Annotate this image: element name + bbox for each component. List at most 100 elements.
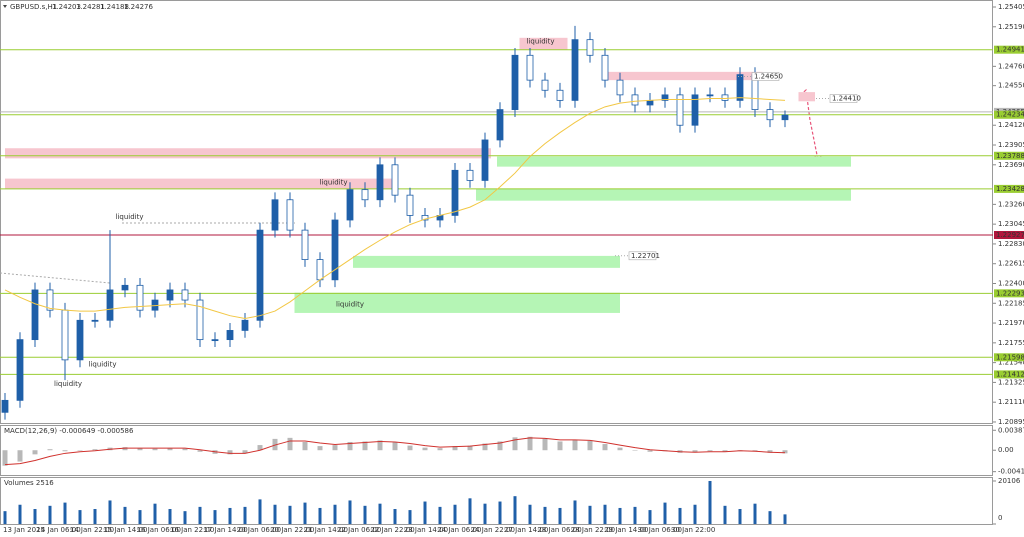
level-label-bg <box>994 184 1024 193</box>
volume-bar <box>468 498 472 524</box>
candle-body <box>16 339 24 401</box>
candle-body <box>391 164 399 196</box>
level-label-bg <box>994 151 1024 160</box>
y-tick-label: -0.004159 <box>998 468 1024 476</box>
candle-body <box>316 259 324 281</box>
macd-bar <box>47 449 53 451</box>
volume-bar <box>573 500 577 524</box>
quote-high: 1.24281 <box>76 3 105 11</box>
y-tick-label: 1.23045 <box>998 220 1024 228</box>
volume-bar <box>483 503 487 524</box>
volume-bar <box>228 507 232 524</box>
candle-body <box>616 79 624 96</box>
candle-body <box>346 189 354 221</box>
level-label: 1.23788 <box>996 152 1024 160</box>
macd-bar <box>647 450 653 452</box>
candle-body <box>31 289 39 341</box>
candle-body <box>196 299 204 341</box>
annotation: liquidity <box>89 360 117 368</box>
y-tick-label: 1.23690 <box>998 161 1024 169</box>
y-tick-label: 1.21325 <box>998 378 1024 386</box>
volume-bar <box>273 504 277 524</box>
volume-bar <box>138 510 142 524</box>
zone <box>5 148 491 159</box>
volume-bar <box>318 507 322 524</box>
x-tick-label: 24 Jan 06:00 <box>437 526 481 534</box>
volume-bar <box>378 503 382 524</box>
macd-bar <box>722 450 728 452</box>
macd-bar <box>137 448 143 451</box>
x-tick-label: 15 Jan 14:00 <box>103 526 147 534</box>
macd-bar <box>377 440 383 451</box>
macd-bar <box>227 450 233 455</box>
macd-bar <box>182 448 188 451</box>
x-tick-label: 30 Jan 22:00 <box>671 526 715 534</box>
price-label: 1.24650 <box>754 72 783 80</box>
quote-close: 1.24276 <box>124 3 153 11</box>
macd-bar <box>587 440 593 451</box>
macd-bar <box>482 443 488 451</box>
annotation: liquidity <box>336 301 364 309</box>
macd-bar <box>572 439 578 451</box>
candle-body <box>466 169 474 181</box>
candle-body <box>481 139 489 181</box>
level-label: 1.21598 <box>996 353 1024 361</box>
macd-bar <box>392 442 398 451</box>
candle-body <box>241 319 249 331</box>
x-tick-label: 23 Jan 14:00 <box>404 526 448 534</box>
x-tick-label: 14 Jan 22:00 <box>70 526 114 534</box>
candle-body <box>421 215 429 221</box>
volume-bar <box>693 504 697 524</box>
y-tick-label: 1.20895 <box>998 418 1024 426</box>
panel-title: MACD(12,26,9) -0.000649 -0.000586 <box>4 427 134 435</box>
annotation: liquidity <box>527 37 555 45</box>
symbol: GBPUSD.s,H1 <box>10 3 57 11</box>
candle-body <box>1 399 9 413</box>
macd-bar <box>347 441 353 451</box>
y-tick-label: 1.21110 <box>998 398 1024 406</box>
volume-bar <box>243 506 247 524</box>
x-tick-label: 30 Jan 06:00 <box>638 526 682 534</box>
y-tick-label: 1.23905 <box>998 141 1024 149</box>
level-label: 1.21412 <box>996 370 1024 378</box>
candle-body <box>586 39 594 56</box>
signal-line <box>4 437 786 466</box>
zone <box>294 292 620 313</box>
y-tick-label: 1.22400 <box>998 279 1024 287</box>
volume-bar <box>393 509 397 524</box>
level-label: 1.22293 <box>996 289 1024 297</box>
candle-body <box>736 74 744 101</box>
price-label-box <box>829 94 858 103</box>
macd-bar <box>617 447 623 451</box>
candle-body <box>91 319 99 322</box>
level-label: 1.24234 <box>996 111 1024 119</box>
annotation: liquidity <box>320 178 348 186</box>
x-tick-label: 22 Jan 22:00 <box>370 526 414 534</box>
candle-body <box>571 39 579 101</box>
macd-bar <box>257 445 263 451</box>
macd-bar <box>317 446 323 451</box>
macd-bar <box>362 441 368 451</box>
macd-bar <box>542 438 548 451</box>
macd-bar <box>92 449 98 451</box>
y-tick-label: 0.003873 <box>998 426 1024 434</box>
macd-bar <box>512 437 518 451</box>
macd-bar <box>17 450 23 462</box>
zone <box>497 156 851 167</box>
candle-body <box>181 289 189 301</box>
volume-bar <box>768 511 772 524</box>
volume-bar <box>648 510 652 524</box>
volume-bar <box>633 506 637 524</box>
volume-panel <box>0 477 993 525</box>
macd-bar <box>602 444 608 451</box>
macd-bar <box>152 448 158 451</box>
candle-body <box>631 94 639 106</box>
forecast-path <box>799 88 819 161</box>
candle-body <box>646 99 654 106</box>
menu-arrow[interactable] <box>3 5 7 8</box>
x-tick-label: 22 Jan 06:00 <box>337 526 381 534</box>
volume-bar <box>663 502 667 524</box>
macd-bar <box>497 441 503 451</box>
candle-body <box>526 54 534 81</box>
